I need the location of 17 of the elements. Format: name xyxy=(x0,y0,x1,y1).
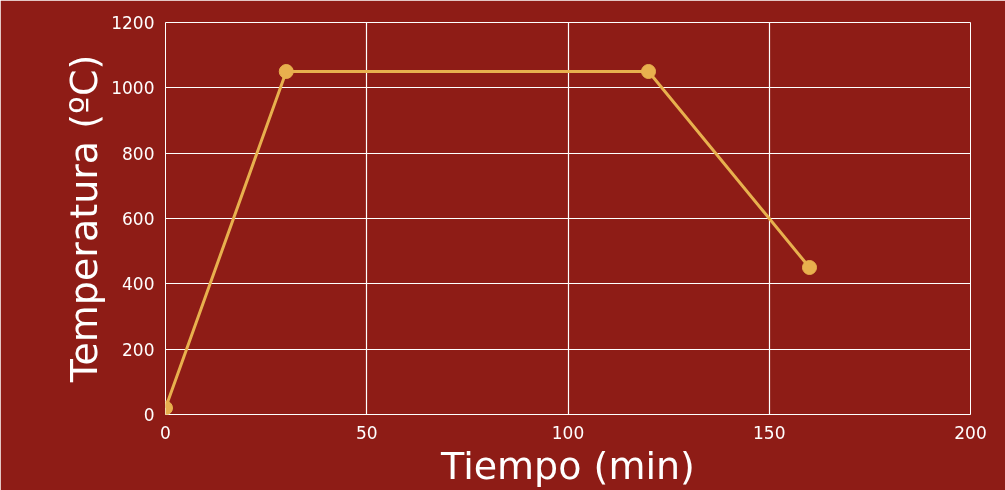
y-tick-label: 800 xyxy=(122,143,155,164)
point xyxy=(802,260,817,275)
x-tick-label: 150 xyxy=(753,422,786,443)
x-tick-label: 0 xyxy=(160,422,171,443)
y-tick-label: 600 xyxy=(122,209,155,229)
point xyxy=(641,64,656,79)
point xyxy=(278,64,294,79)
x-tick-label: 200 xyxy=(954,422,987,443)
x-tick-label: 100 xyxy=(551,422,585,443)
y-tick-label: 0 xyxy=(143,405,155,425)
y-tick-label: 400 xyxy=(122,274,155,295)
y-tick-label: 1000 xyxy=(111,78,155,99)
x-tick-label: 50 xyxy=(355,422,378,443)
x-axis-title: Tiempo (min) xyxy=(440,443,695,488)
y-axis-title: Temperatura (ºC) xyxy=(62,54,107,384)
y-tick-label: 200 xyxy=(122,339,155,360)
y-tick-label: 1200 xyxy=(111,13,155,33)
